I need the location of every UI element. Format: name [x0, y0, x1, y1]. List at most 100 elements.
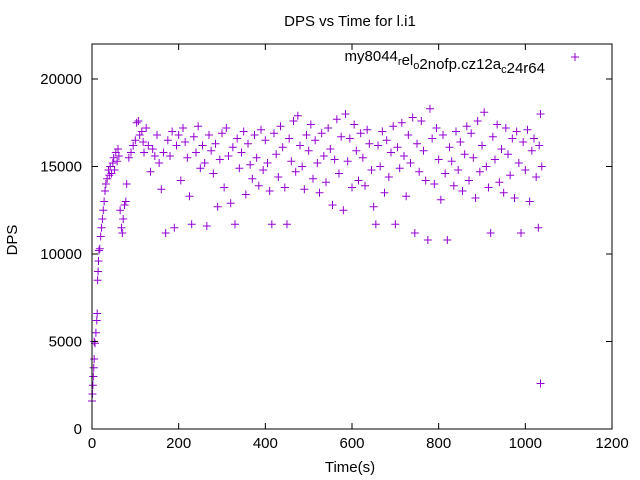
data-point: [272, 150, 281, 159]
data-point: [163, 136, 172, 145]
data-point: [313, 159, 322, 167]
data-point: [319, 152, 328, 160]
data-point: [170, 223, 179, 232]
data-point: [415, 167, 424, 176]
data-point: [365, 139, 374, 148]
axes: 0 200 400 600 800 1000 1200 0 5000 10000 15000 2000…: [40, 44, 629, 452]
data-point: [176, 176, 185, 185]
data-point: [114, 145, 122, 153]
data-point: [523, 125, 532, 134]
data-point: [532, 173, 541, 181]
data-point: [200, 159, 209, 167]
data-point: [94, 246, 103, 255]
data-point: [95, 244, 104, 253]
data-point: [159, 148, 168, 157]
data-point: [129, 141, 138, 150]
data-point: [293, 111, 302, 120]
data-point: [296, 141, 304, 150]
data-point: [367, 166, 376, 174]
data-point: [110, 166, 119, 174]
data-point: [311, 136, 320, 145]
data-point: [391, 220, 400, 229]
data-point: [231, 220, 239, 229]
data-point: [436, 195, 445, 204]
data-point: [228, 143, 237, 152]
data-point: [535, 141, 544, 150]
data-point: [211, 139, 220, 148]
data-point: [220, 183, 229, 192]
data-point: [283, 220, 291, 229]
data-point: [117, 223, 126, 232]
data-point: [315, 188, 324, 197]
data-point: [298, 162, 307, 171]
data-point: [330, 155, 339, 164]
data-point: [168, 127, 177, 136]
data-point: [93, 276, 102, 285]
data-point: [419, 146, 428, 155]
data-point: [504, 150, 512, 159]
data-point: [287, 157, 296, 166]
data-point: [244, 139, 252, 148]
data-point: [135, 131, 144, 139]
data-point: [187, 220, 196, 229]
data-point: [207, 146, 216, 155]
data-point: [161, 229, 170, 237]
data-point: [423, 236, 432, 244]
data-point: [179, 124, 187, 132]
data-point: [257, 125, 265, 134]
data-point: [241, 190, 250, 199]
data-point: [488, 132, 497, 141]
data-point: [89, 372, 98, 381]
data-point: [96, 232, 105, 241]
data-point: [142, 124, 151, 132]
x-axis-label: Time(s): [325, 459, 375, 476]
data-point: [332, 115, 341, 124]
data-point: [131, 136, 140, 145]
legend-marker-icon: [571, 53, 579, 61]
y-tick-label: 0: [74, 421, 82, 438]
data-point: [166, 152, 174, 160]
data-point: [354, 176, 363, 185]
data-point: [218, 129, 226, 138]
x-tick-label: 1000: [509, 435, 542, 452]
data-point: [276, 122, 285, 131]
data-point: [101, 187, 109, 195]
data-point: [462, 122, 471, 131]
data-point: [491, 155, 499, 164]
y-tick-label: 20000: [40, 71, 82, 88]
data-point: [122, 180, 131, 188]
data-point: [100, 197, 109, 206]
data-point: [410, 229, 419, 237]
data-point: [209, 169, 218, 178]
data-point: [146, 167, 155, 176]
data-point: [519, 138, 528, 146]
data-point: [449, 181, 458, 190]
data-point: [97, 223, 106, 232]
data-point: [465, 176, 473, 185]
data-point: [536, 110, 545, 118]
data-point: [250, 131, 259, 139]
data-point: [387, 148, 395, 157]
chart-title: DPS vs Time for l.i1: [284, 13, 416, 30]
data-point: [194, 122, 203, 131]
x-tick-label: 1200: [595, 435, 628, 452]
data-point: [345, 134, 354, 143]
data-point: [226, 199, 235, 208]
data-point: [101, 180, 110, 188]
data-point: [237, 148, 246, 157]
data-point: [155, 159, 164, 167]
x-tick-label: 200: [166, 435, 191, 452]
data-point: [215, 155, 224, 164]
data-point: [265, 187, 274, 195]
data-point: [441, 169, 450, 178]
data-point: [239, 127, 248, 136]
data-point: [113, 157, 122, 166]
data-point: [374, 141, 382, 150]
data-point: [280, 183, 289, 192]
data-point: [213, 202, 222, 211]
data-point: [384, 173, 393, 181]
data-point: [91, 328, 100, 337]
data-point: [93, 309, 102, 318]
data-point: [291, 167, 300, 176]
